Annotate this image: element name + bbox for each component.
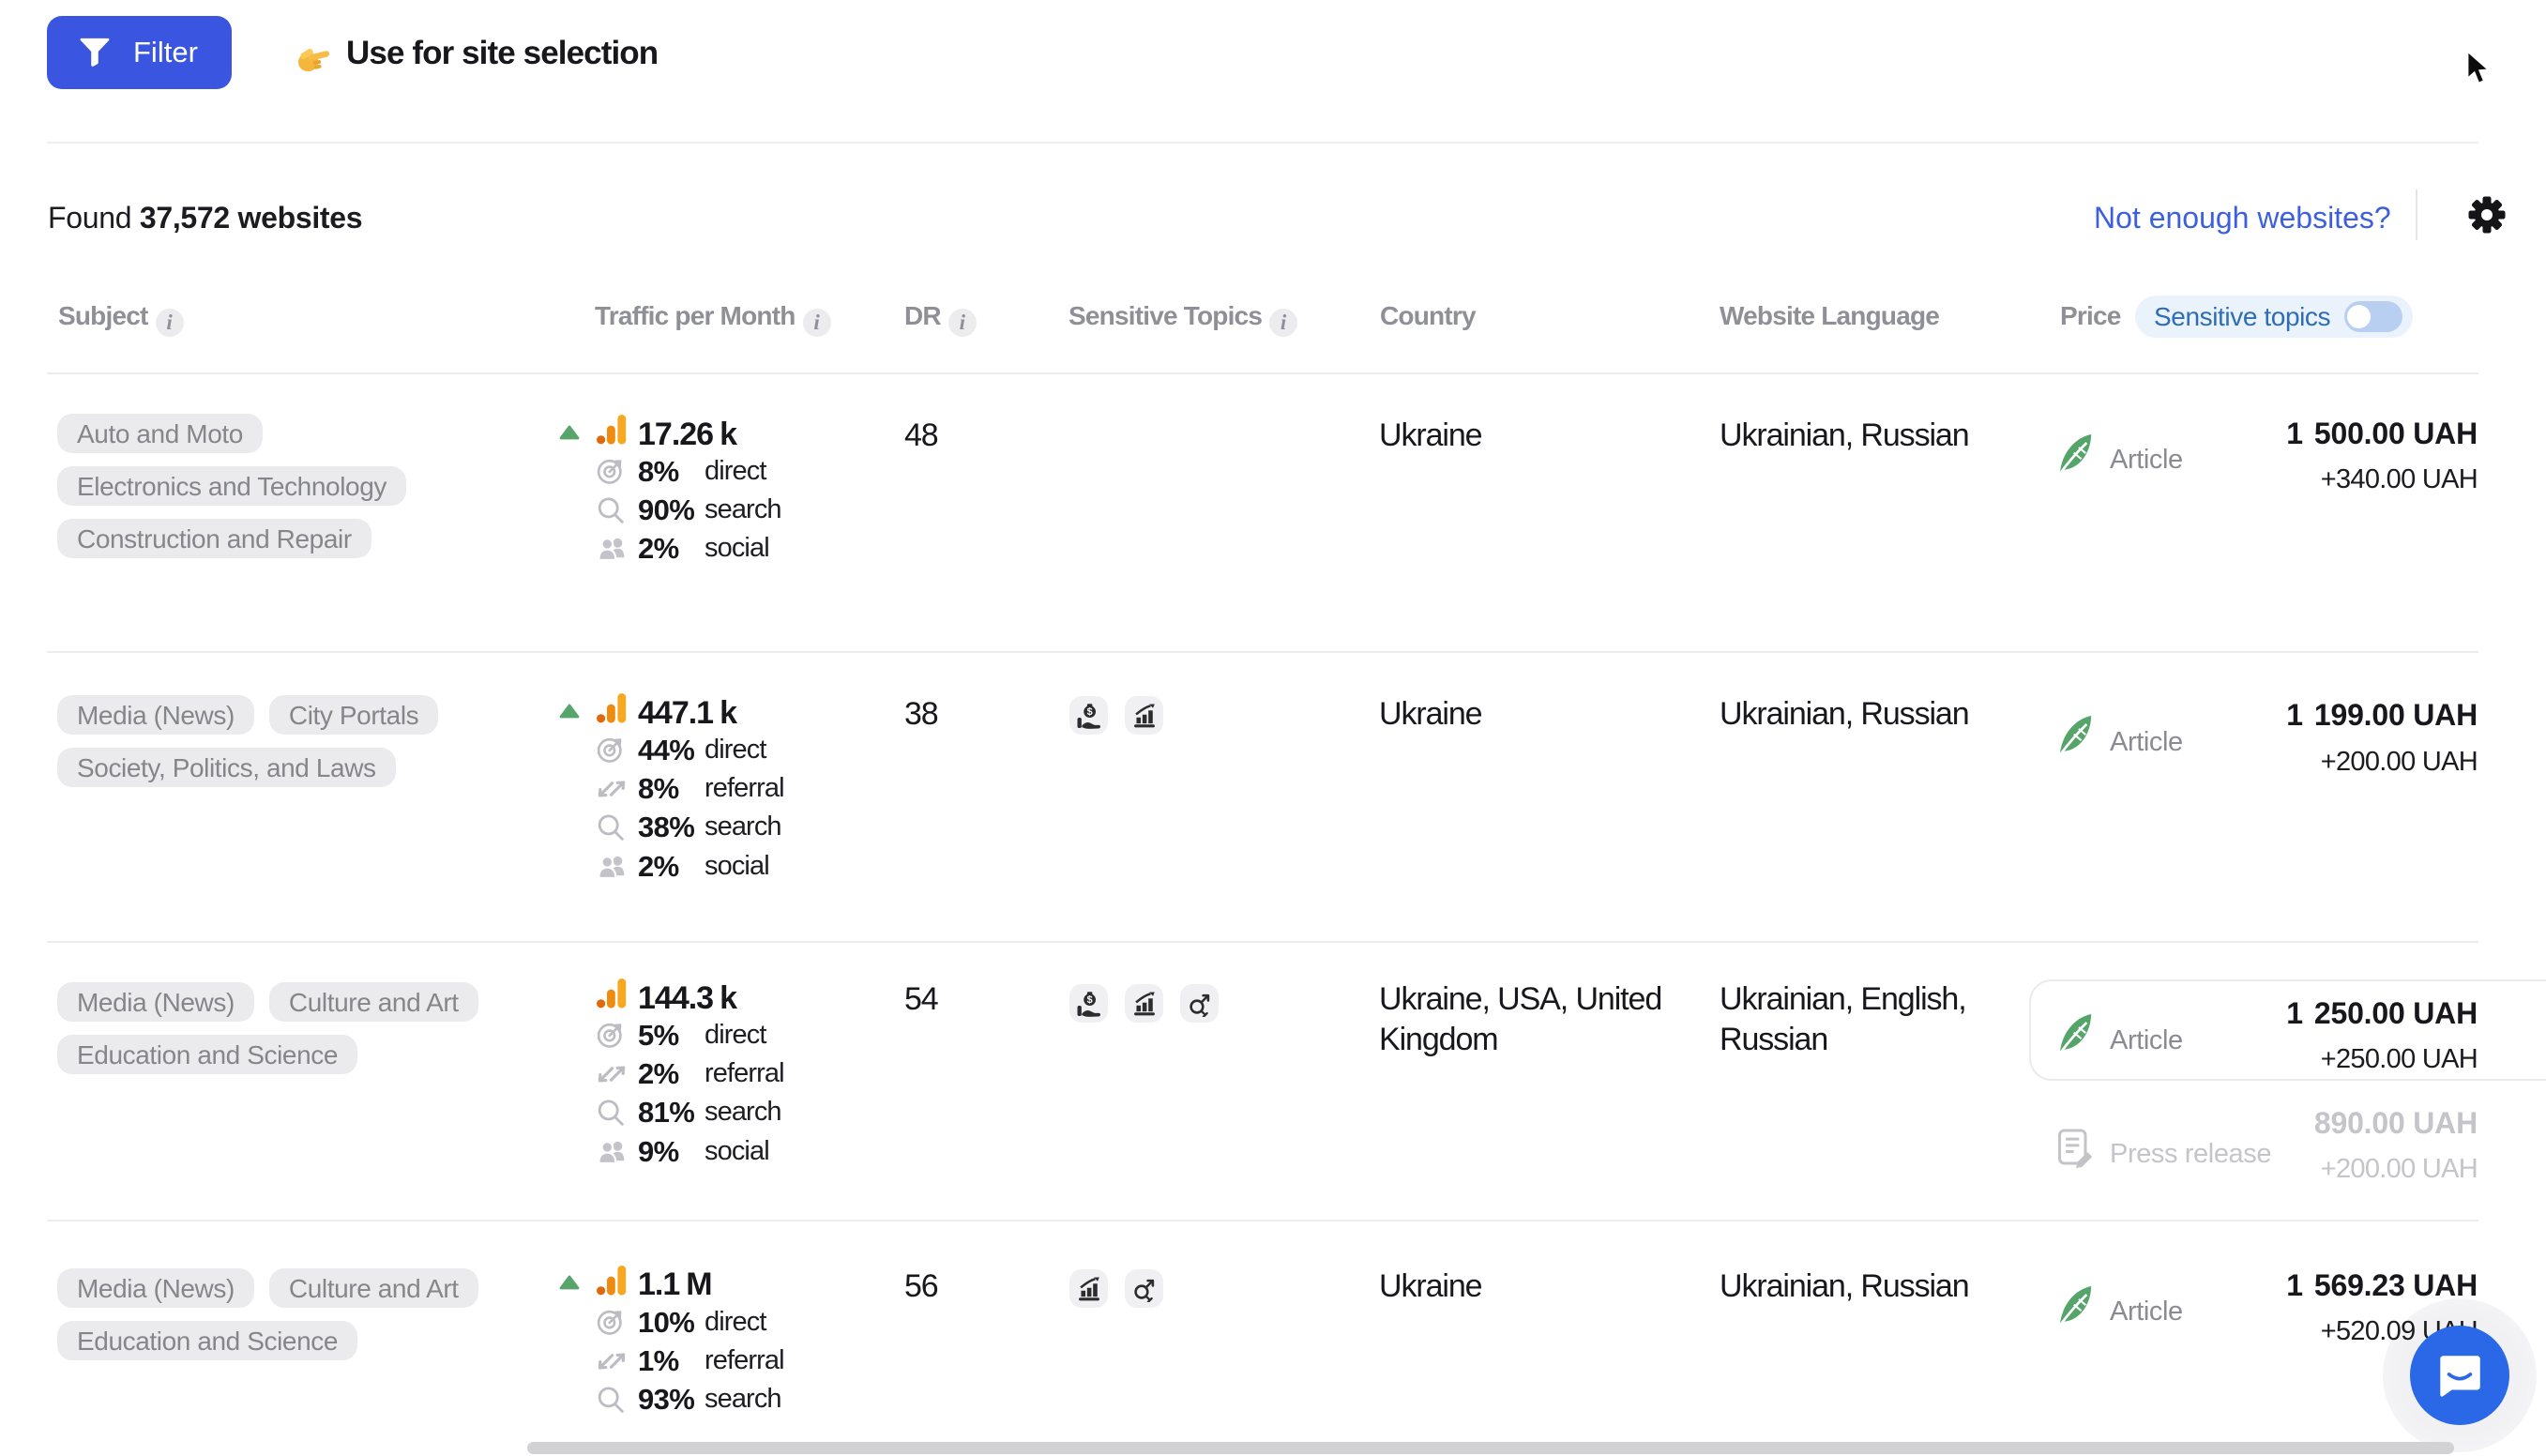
svg-text:$: $ xyxy=(1086,706,1092,718)
svg-text:$: $ xyxy=(1086,994,1092,1006)
